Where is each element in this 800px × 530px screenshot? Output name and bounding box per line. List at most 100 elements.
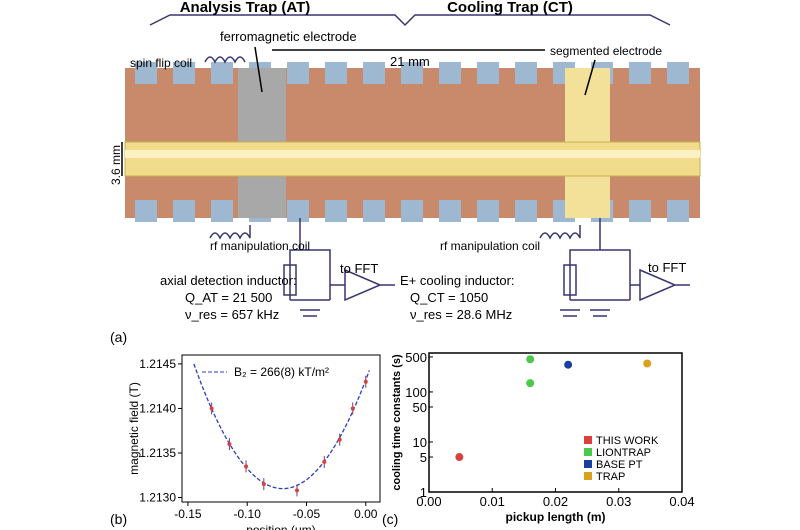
data-point (337, 437, 342, 442)
plot-frame (428, 352, 683, 493)
data-point-trap (643, 359, 652, 368)
electrode-pad (363, 200, 385, 222)
data-point-liontrap (526, 355, 535, 364)
electrode-pad (439, 200, 461, 222)
rf-right-label: rf manipulation coil (440, 239, 540, 253)
y-tick-label: 50 (413, 400, 427, 415)
electrode-pad (173, 200, 195, 222)
legend-label: B₂ = 266(8) kT/m² (234, 365, 329, 379)
x-axis-label: position (μm) (246, 523, 316, 530)
trap-tube (124, 141, 701, 177)
x-tick-label: 0.02 (543, 494, 568, 509)
x-axis-label: pickup length (m) (506, 510, 606, 524)
spin-flip-coil-icon (204, 56, 246, 64)
legend-swatch (584, 448, 592, 456)
data-point (244, 464, 249, 469)
electrode-pad (325, 62, 347, 84)
data-point (322, 459, 327, 464)
q-ct: Q_CT = 1050 (410, 290, 488, 305)
panel-b-label: (b) (110, 511, 127, 527)
y-tick-label: 1.2130 (139, 491, 176, 505)
y-tick-label: 5 (420, 450, 427, 465)
electrode-pad (135, 62, 157, 84)
electrode-pad (629, 62, 651, 84)
axial-det-label: axial detection inductor: (160, 273, 297, 288)
fft-label-2: to FFT (648, 260, 686, 275)
ct-title: Cooling Trap (CT) (447, 0, 573, 16)
y-tick-label: 500 (405, 350, 427, 365)
electrode-pad (667, 62, 689, 84)
distance-label: 21 mm (390, 54, 430, 69)
electrode-pad (439, 62, 461, 84)
data-point (350, 406, 355, 411)
x-tick-label: 0.04 (669, 494, 694, 509)
electrode-pad (477, 200, 499, 222)
y-tick-label: 1 (420, 485, 427, 500)
data-point (227, 442, 232, 447)
electrode-pad (287, 200, 309, 222)
panel-a-label: (a) (110, 329, 127, 345)
x-tick-label: -0.10 (234, 507, 262, 521)
plot-frame (181, 354, 381, 503)
electrode-pad (287, 62, 309, 84)
electrode-pad (477, 62, 499, 84)
y-axis-label: magnetic field (T) (127, 382, 141, 475)
segmented-label: segmented electrode (550, 44, 662, 58)
electrode-pad (401, 200, 423, 222)
legend-label: LIONTRAP (596, 447, 651, 459)
fft-label-1: to FFT (340, 261, 378, 276)
data-point-this-work (455, 453, 464, 462)
legend-swatch (584, 460, 592, 468)
y-tick-label: 1.2145 (139, 357, 176, 371)
y-tick-label: 1.2135 (139, 446, 176, 460)
trap-brackets (149, 14, 671, 27)
x-tick-label: 0.00 (416, 494, 441, 509)
y-axis-label: cooling time constants (s) (391, 354, 403, 491)
electrode-pad (135, 200, 157, 222)
electrode-pad (173, 62, 195, 84)
v-ct: ν_res = 28.6 MHz (410, 307, 512, 322)
data-point (209, 406, 214, 411)
electrode-pad (515, 200, 537, 222)
cool-ind-label: E+ cooling inductor: (400, 273, 515, 288)
panel-c-label: (c) (382, 511, 398, 527)
electrode-pad (211, 62, 233, 84)
circuit (209, 218, 690, 317)
data-point (363, 379, 368, 384)
x-tick-label: -0.05 (293, 507, 321, 521)
data-point (261, 482, 266, 487)
electrode-pad (325, 200, 347, 222)
legend-label: BASE PT (596, 459, 643, 471)
legend-swatch (584, 436, 592, 444)
electrode-pad (667, 200, 689, 222)
y-tick-label: 1.2140 (139, 401, 176, 415)
data-point-liontrap (526, 379, 535, 388)
data-point (295, 488, 300, 493)
legend-label: THIS WORK (596, 435, 659, 447)
x-tick-label: -0.15 (174, 507, 202, 521)
data-point-base-pt (564, 360, 573, 369)
v-at: ν_res = 657 kHz (185, 307, 279, 322)
x-tick-label: 0.00 (354, 507, 378, 521)
electrode-pad (629, 200, 651, 222)
trap-electrodes (124, 62, 701, 222)
rf-left-label: rf manipulation coil (210, 239, 310, 253)
y-tick-label: 10 (413, 435, 427, 450)
spin-flip-label: spin flip coil (130, 56, 192, 70)
x-tick-label: 0.01 (480, 494, 505, 509)
electrode-pad (515, 62, 537, 84)
electrode-pad (363, 62, 385, 84)
fit-curve (193, 363, 370, 490)
x-tick-label: 0.03 (606, 494, 631, 509)
at-title: Analysis Trap (AT) (180, 0, 311, 16)
electrode-pad (401, 62, 423, 84)
legend-swatch (584, 472, 592, 480)
legend-label: TRAP (596, 471, 625, 483)
chart-b: -0.15 -0.10 -0.05 0.00 1.2130 1.2135 1.2140 1.2… (110, 354, 381, 530)
diameter-label: 3.6 mm (109, 145, 123, 185)
y-tick-label: 100 (405, 385, 427, 400)
q-at: Q_AT = 21 500 (185, 290, 272, 305)
